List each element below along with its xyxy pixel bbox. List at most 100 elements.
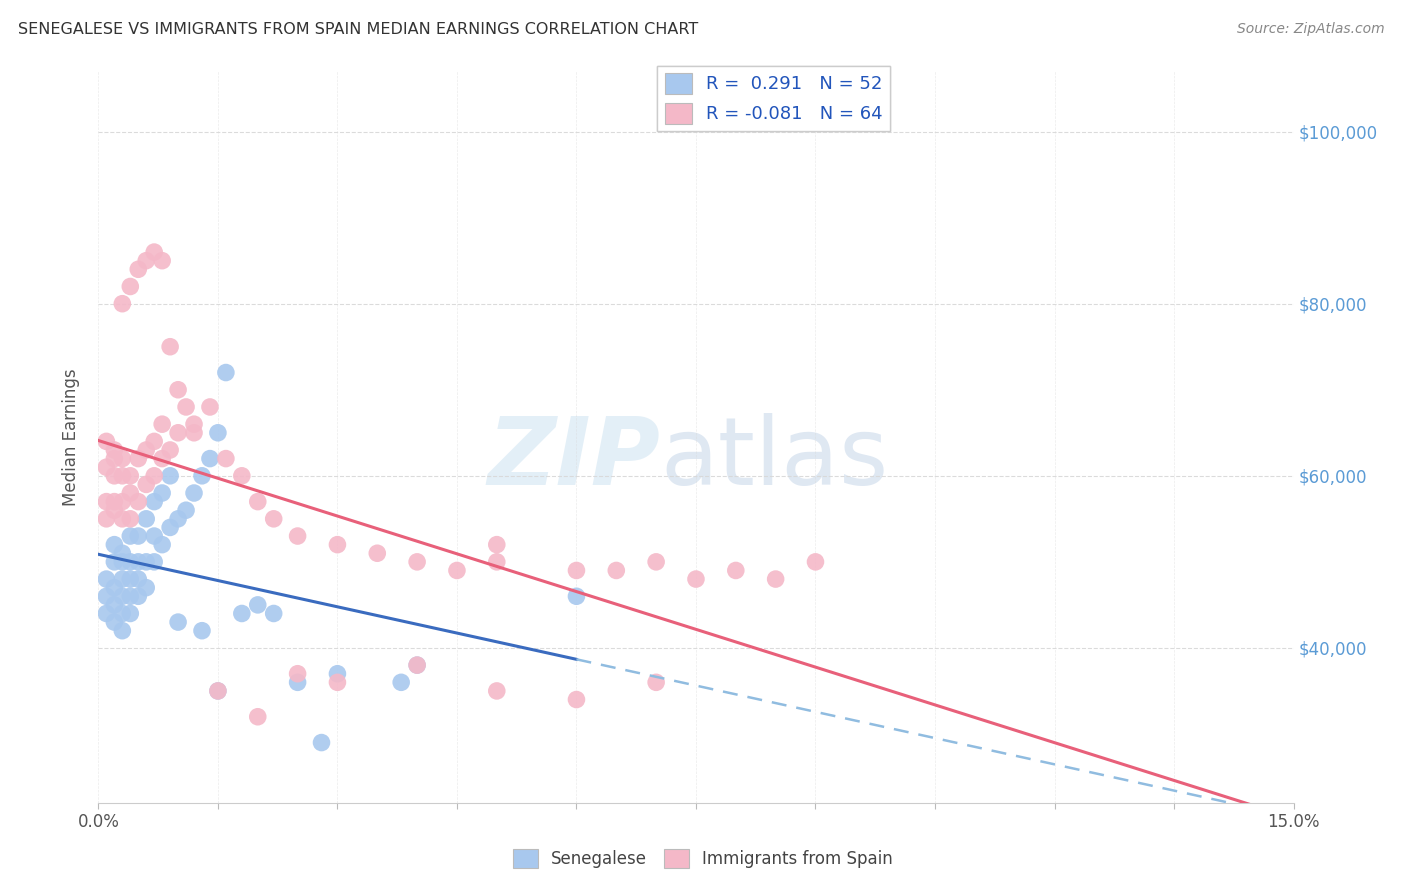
Point <box>120 486 142 500</box>
Point <box>111 589 134 603</box>
Point <box>191 468 214 483</box>
Point <box>150 451 173 466</box>
Point <box>111 555 134 569</box>
Point <box>485 538 508 552</box>
Point <box>246 494 269 508</box>
Point <box>207 684 229 698</box>
Point <box>326 675 349 690</box>
Point <box>150 538 173 552</box>
Point <box>96 512 118 526</box>
Text: SENEGALESE VS IMMIGRANTS FROM SPAIN MEDIAN EARNINGS CORRELATION CHART: SENEGALESE VS IMMIGRANTS FROM SPAIN MEDI… <box>18 22 699 37</box>
Point <box>150 253 173 268</box>
Point <box>120 572 142 586</box>
Point <box>120 607 142 621</box>
Point <box>120 529 142 543</box>
Point <box>246 710 269 724</box>
Point <box>103 598 125 612</box>
Point <box>103 581 125 595</box>
Point <box>174 503 197 517</box>
Point <box>143 468 166 483</box>
Point <box>366 546 388 560</box>
Point <box>159 468 181 483</box>
Point <box>103 468 125 483</box>
Point <box>724 564 747 578</box>
Point <box>167 425 190 440</box>
Point <box>111 572 134 586</box>
Point <box>207 425 229 440</box>
Point <box>263 512 285 526</box>
Point <box>159 442 181 457</box>
Point <box>565 589 588 603</box>
Point <box>111 296 134 310</box>
Point <box>143 555 166 569</box>
Point <box>605 564 627 578</box>
Point <box>645 675 668 690</box>
Point <box>406 658 429 673</box>
Point <box>150 486 173 500</box>
Point <box>127 589 149 603</box>
Point <box>287 666 309 681</box>
Text: ZIP: ZIP <box>488 413 661 505</box>
Point <box>143 245 166 260</box>
Point <box>183 486 205 500</box>
Point <box>120 468 142 483</box>
Point <box>135 581 157 595</box>
Point <box>135 555 157 569</box>
Point <box>191 624 214 638</box>
Point <box>103 442 125 457</box>
Point <box>565 564 588 578</box>
Point <box>159 520 181 534</box>
Point <box>446 564 468 578</box>
Point <box>263 607 285 621</box>
Point <box>326 538 349 552</box>
Point <box>685 572 707 586</box>
Point <box>127 494 149 508</box>
Point <box>804 555 827 569</box>
Y-axis label: Median Earnings: Median Earnings <box>62 368 80 506</box>
Point <box>111 624 134 638</box>
Point <box>103 494 125 508</box>
Text: Source: ZipAtlas.com: Source: ZipAtlas.com <box>1237 22 1385 37</box>
Point <box>103 538 125 552</box>
Point <box>645 555 668 569</box>
Point <box>406 658 429 673</box>
Point <box>135 512 157 526</box>
Point <box>167 512 190 526</box>
Point <box>167 383 190 397</box>
Point <box>103 451 125 466</box>
Point <box>143 434 166 449</box>
Point <box>143 494 166 508</box>
Point <box>103 503 125 517</box>
Point <box>111 607 134 621</box>
Point <box>127 572 149 586</box>
Point <box>215 366 238 380</box>
Point <box>287 675 309 690</box>
Point <box>96 494 118 508</box>
Point <box>120 589 142 603</box>
Point <box>326 666 349 681</box>
Point <box>198 400 221 414</box>
Point <box>111 546 134 560</box>
Point <box>120 555 142 569</box>
Point <box>120 279 142 293</box>
Point <box>231 607 253 621</box>
Point <box>120 512 142 526</box>
Point <box>485 684 508 698</box>
Point <box>765 572 787 586</box>
Point <box>127 451 149 466</box>
Point <box>287 529 309 543</box>
Point <box>127 262 149 277</box>
Point <box>96 460 118 475</box>
Point <box>96 589 118 603</box>
Point <box>111 468 134 483</box>
Point <box>159 340 181 354</box>
Point <box>231 468 253 483</box>
Point <box>111 451 134 466</box>
Point <box>389 675 412 690</box>
Point <box>207 684 229 698</box>
Point <box>96 434 118 449</box>
Point <box>246 598 269 612</box>
Point <box>150 417 173 432</box>
Point <box>103 615 125 629</box>
Legend: Senegalese, Immigrants from Spain: Senegalese, Immigrants from Spain <box>506 842 900 875</box>
